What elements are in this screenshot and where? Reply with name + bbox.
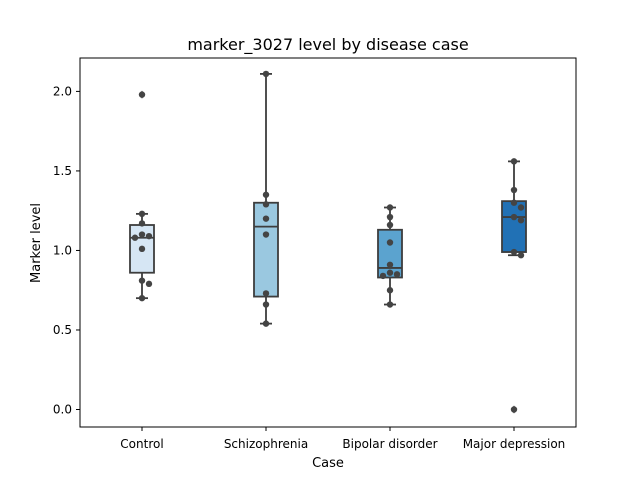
data-point (393, 271, 401, 278)
data-point (145, 232, 153, 240)
data-point (510, 186, 518, 194)
data-point (510, 406, 518, 413)
data-point (386, 239, 394, 246)
data-point (517, 217, 525, 224)
data-point (138, 277, 146, 284)
x-tick-label: Control (120, 437, 163, 451)
data-point (517, 204, 525, 211)
y-tick-label: 1.5 (53, 164, 72, 178)
data-point (262, 191, 270, 198)
y-tick-label: 0.5 (53, 323, 72, 337)
points-major-depression (510, 158, 525, 413)
data-point (262, 201, 270, 208)
data-point (386, 204, 394, 211)
data-point (262, 215, 270, 222)
x-tick-label: Bipolar disorder (342, 437, 437, 451)
points-control (131, 91, 153, 302)
x-tick-label: Major depression (463, 437, 566, 451)
plot-area (129, 70, 527, 414)
data-point (386, 221, 394, 229)
y-axis-label: Marker level (29, 203, 44, 283)
data-point (510, 213, 518, 221)
data-point (386, 261, 394, 268)
data-point (145, 280, 153, 288)
data-point (510, 158, 518, 165)
data-point (386, 213, 394, 221)
x-axis-label: Case (312, 456, 344, 471)
data-point (131, 234, 139, 241)
data-point (138, 231, 146, 238)
plot-frame (79, 57, 577, 428)
y-tick-label: 1.0 (53, 243, 72, 257)
data-point (262, 320, 270, 327)
data-point (138, 91, 146, 98)
points-schizophrenia (262, 70, 270, 327)
data-point (386, 287, 394, 294)
y-tick-label: 0.0 (53, 403, 72, 417)
data-point (386, 269, 394, 276)
points-bipolar-disorder (379, 204, 401, 308)
data-point (386, 301, 394, 308)
data-point (262, 231, 270, 238)
axes: 0.0 0.5 1.0 1.5 2.0 Control Schizophrenia Bipol… (53, 84, 565, 451)
data-point (138, 220, 146, 227)
data-point (379, 272, 387, 280)
data-point (510, 199, 518, 206)
x-tick-label: Schizophrenia (224, 437, 308, 451)
data-point (138, 210, 146, 218)
data-point (262, 290, 270, 297)
data-point (517, 252, 525, 259)
chart-title: marker_3027 level by disease case (187, 35, 468, 55)
data-point (138, 245, 146, 253)
data-point (510, 248, 518, 256)
y-tick-label: 2.0 (53, 84, 72, 98)
data-point (138, 294, 146, 302)
data-point (262, 301, 270, 308)
data-point (262, 70, 270, 78)
